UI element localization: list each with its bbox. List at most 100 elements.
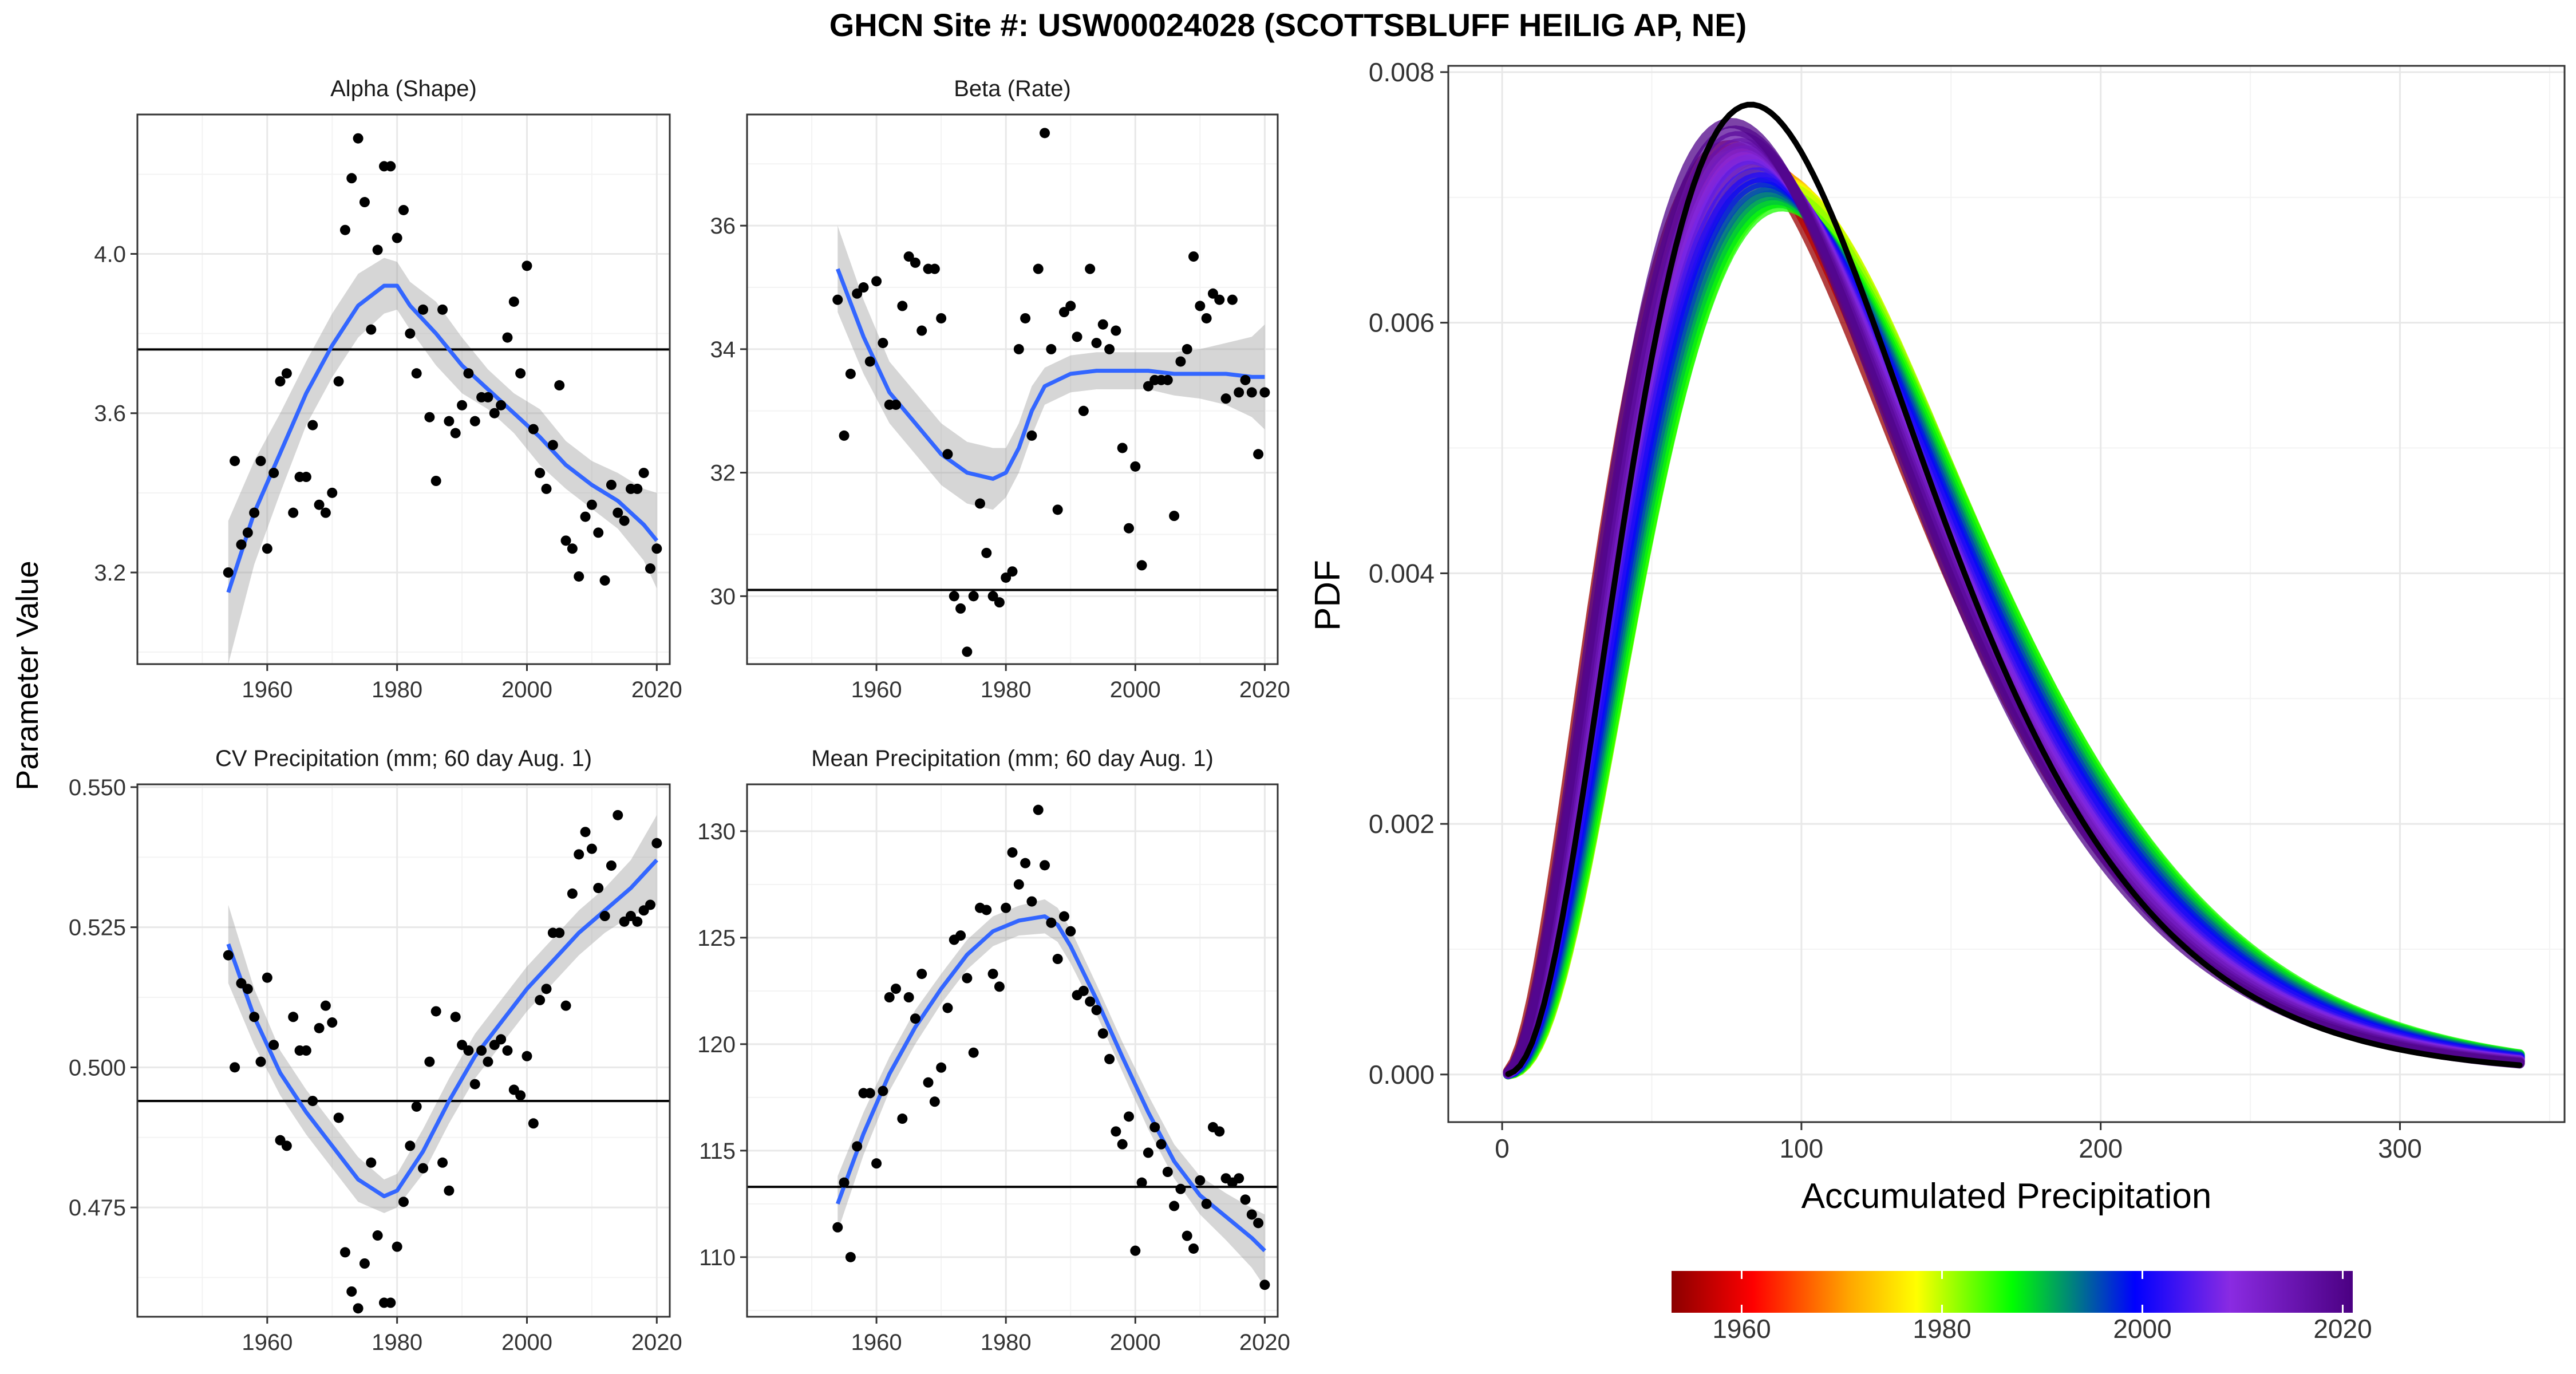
data-point [1220,393,1231,404]
data-point [1169,511,1180,522]
data-point [1240,374,1251,385]
data-point [1136,560,1147,571]
data-point [1227,294,1238,305]
data-point [651,838,662,848]
data-point [1058,911,1069,922]
data-point [871,1158,882,1169]
panel-title: Mean Precipitation (mm; 60 day Aug. 1) [811,746,1214,771]
data-point [327,487,338,498]
data-point [1058,307,1069,318]
data-point [1020,858,1031,868]
data-point [320,507,331,518]
data-point [372,1230,383,1241]
cv-precipitation-panel: 1960 1980 2000 2020 0.475 0.500 0.525 0.550 CV P… [69,746,682,1355]
panel-border [746,113,1279,665]
data-point [268,1040,279,1051]
smooth-confidence-band [837,226,1265,510]
data-point [1175,1183,1186,1194]
data-point [1026,430,1037,441]
data-point [339,224,350,235]
data-point [424,1056,435,1067]
data-point [936,1062,947,1073]
data-point [515,368,526,379]
data-point [1130,461,1141,472]
colorbar-tick-label: 1980 [1913,1314,1971,1344]
data-point [955,930,966,941]
data-point [884,992,895,1002]
data-point [450,428,461,439]
smooth-line [226,283,659,593]
x-tick-label: 2020 [631,677,682,702]
x-tick-label: 100 [1780,1134,1824,1163]
data-point [929,1096,940,1107]
x-tick-label: 1960 [242,1330,293,1355]
data-point [613,507,623,518]
data-point [974,498,985,509]
data-point [288,1012,299,1022]
data-point [1033,804,1044,815]
y-tick-label: 30 [710,584,736,609]
data-point [1040,860,1050,871]
data-point [1214,1126,1225,1137]
data-point [632,916,643,927]
data-point [567,888,578,899]
data-point [230,1062,240,1073]
data-point [852,1141,863,1152]
data-point [560,1000,571,1011]
colorbar-tick-label: 2020 [2313,1314,2372,1344]
data-point [1182,344,1192,354]
data-point [910,1013,920,1024]
data-point [483,1056,493,1067]
data-point [1175,356,1186,367]
smooth-line [836,914,1266,1253]
data-point [1182,1230,1192,1241]
data-point [858,282,869,293]
data-point [619,515,630,526]
data-point [281,368,292,379]
y-axis-label: PDF [1308,560,1348,631]
year-colorbar: 1960 1980 2000 2020 [1672,1271,2372,1344]
x-tick-label: 2000 [1110,1330,1161,1355]
data-point [353,1303,364,1314]
data-point [307,420,318,431]
data-point [832,294,843,305]
data-point [476,1045,487,1056]
data-point [398,204,409,215]
data-point [845,369,856,380]
data-point [1117,443,1128,453]
data-point [955,603,966,614]
y-tick-label: 0.000 [1369,1060,1435,1089]
data-point [864,1088,875,1099]
data-point [223,567,234,578]
data-point [301,1045,311,1056]
data-point [923,1077,934,1088]
data-point [1001,902,1012,913]
data-point [521,1051,532,1061]
data-point [942,449,953,460]
data-point [580,827,591,838]
y-tick-label: 110 [699,1245,736,1270]
y-tick-label: 125 [697,926,736,951]
data-point [450,1012,461,1022]
data-point [1097,1028,1108,1039]
data-point [1123,1111,1134,1122]
data-point [333,376,344,387]
data-point [994,597,1005,608]
data-point [606,479,617,490]
panel-border [746,783,1279,1318]
data-point [1013,879,1024,890]
data-point [1162,1167,1173,1178]
y-tick-label: 36 [710,214,736,239]
data-point [580,511,591,522]
data-point [910,257,920,268]
data-point [437,304,448,315]
data-point [949,591,959,602]
data-point [268,468,279,479]
data-point [469,1079,480,1089]
data-point [346,173,357,184]
colorbar-gradient [1672,1271,2353,1313]
pdf-panel: 0 100 200 300 0.000 0.002 0.004 0.006 0.008 Accum… [1308,57,2566,1216]
data-point [1033,263,1044,274]
x-tick-label: 2020 [631,1330,682,1355]
x-tick-label: 1960 [851,677,902,702]
